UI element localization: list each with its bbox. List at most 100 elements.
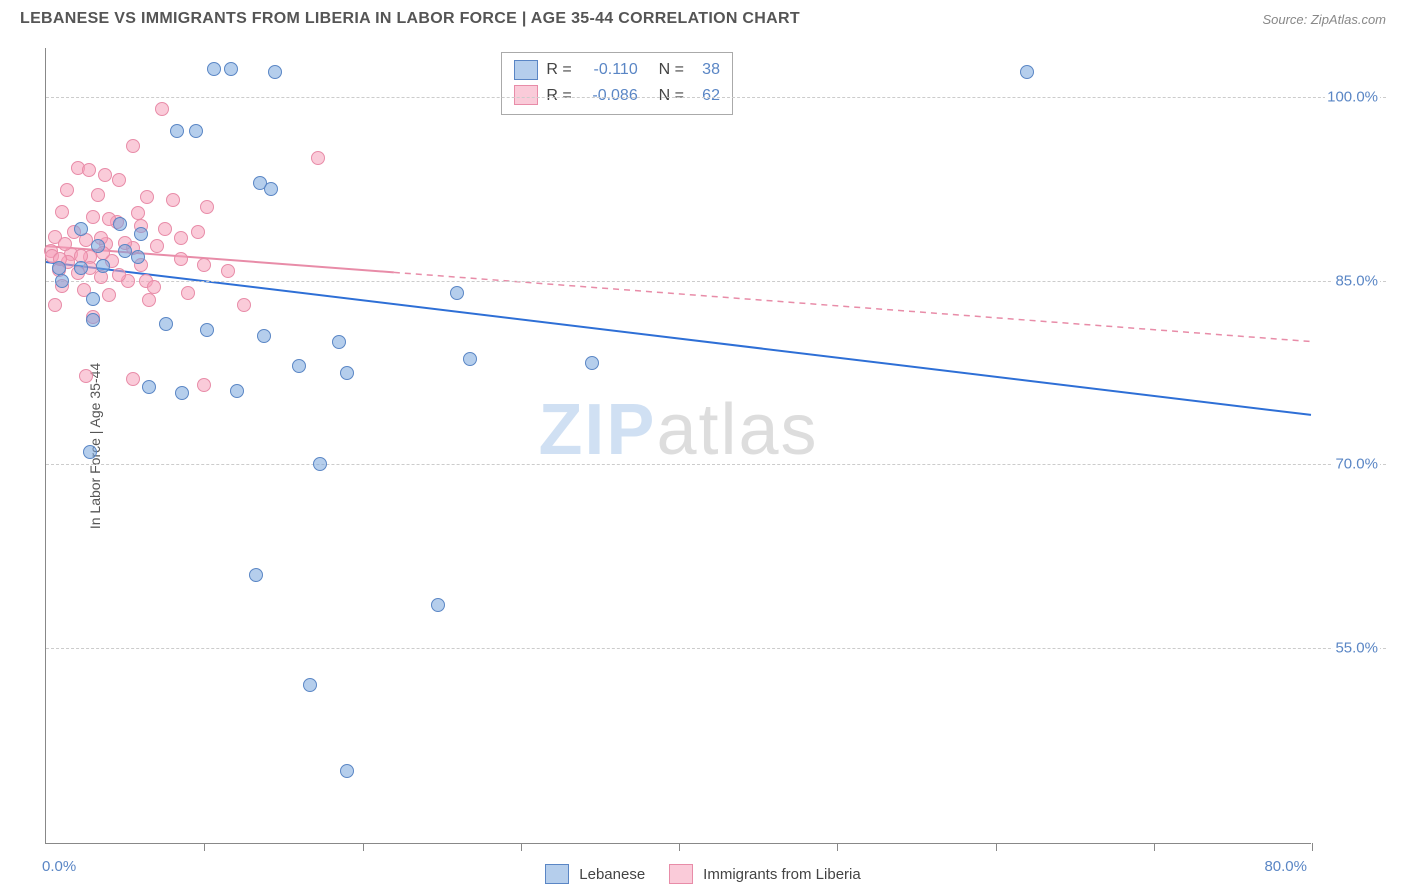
scatter-point [83, 445, 97, 459]
y-tick-label: 100.0% [1325, 88, 1380, 105]
legend-label-1: Lebanese [579, 866, 645, 883]
x-tick [679, 843, 680, 851]
scatter-point [257, 329, 271, 343]
x-tick [363, 843, 364, 851]
scatter-point [86, 313, 100, 327]
scatter-point [200, 323, 214, 337]
scatter-point [86, 210, 100, 224]
scatter-point [340, 764, 354, 778]
scatter-point [221, 264, 235, 278]
trendlines-svg [46, 48, 1311, 843]
legend: Lebanese Immigrants from Liberia [0, 864, 1406, 884]
scatter-point [55, 274, 69, 288]
legend-swatch-pink-icon [669, 864, 693, 884]
swatch-pink-icon [514, 85, 538, 105]
scatter-point [1020, 65, 1034, 79]
plot-area: In Labor Force | Age 35-44 ZIPatlas R = … [45, 48, 1311, 844]
scatter-point [48, 298, 62, 312]
watermark-zip: ZIP [538, 390, 656, 470]
scatter-point [224, 62, 238, 76]
x-tick [1312, 843, 1313, 851]
trendline-dashed [394, 272, 1311, 341]
scatter-point [140, 190, 154, 204]
y-tick-label: 85.0% [1333, 272, 1380, 289]
legend-item-2: Immigrants from Liberia [669, 864, 861, 884]
scatter-point [450, 286, 464, 300]
scatter-point [112, 173, 126, 187]
scatter-point [268, 65, 282, 79]
scatter-point [264, 182, 278, 196]
scatter-point [158, 222, 172, 236]
source-attribution: Source: ZipAtlas.com [1262, 12, 1386, 27]
scatter-point [147, 280, 161, 294]
y-tick-label: 70.0% [1333, 456, 1380, 473]
gridline [46, 281, 1386, 282]
scatter-point [98, 168, 112, 182]
scatter-point [292, 359, 306, 373]
scatter-point [170, 124, 184, 138]
scatter-point [159, 317, 173, 331]
scatter-point [142, 380, 156, 394]
chart-title: LEBANESE VS IMMIGRANTS FROM LIBERIA IN L… [20, 10, 800, 28]
scatter-point [82, 163, 96, 177]
legend-label-2: Immigrants from Liberia [703, 866, 861, 883]
scatter-point [142, 293, 156, 307]
scatter-point [175, 386, 189, 400]
scatter-point [207, 62, 221, 76]
scatter-point [134, 227, 148, 241]
legend-item-1: Lebanese [545, 864, 645, 884]
scatter-point [200, 200, 214, 214]
scatter-point [102, 288, 116, 302]
scatter-point [91, 239, 105, 253]
scatter-point [131, 206, 145, 220]
scatter-point [79, 369, 93, 383]
scatter-point [303, 678, 317, 692]
scatter-point [150, 239, 164, 253]
n-value-1: 38 [690, 57, 720, 83]
correlation-row-2: R = -0.086 N = 62 [514, 83, 720, 109]
scatter-point [60, 183, 74, 197]
scatter-point [174, 231, 188, 245]
r-label: R = [546, 57, 571, 83]
r-value-2: -0.086 [578, 83, 638, 109]
x-tick [837, 843, 838, 851]
title-bar: LEBANESE VS IMMIGRANTS FROM LIBERIA IN L… [0, 0, 1406, 36]
scatter-point [155, 102, 169, 116]
scatter-point [431, 598, 445, 612]
scatter-point [585, 356, 599, 370]
scatter-point [230, 384, 244, 398]
scatter-point [131, 250, 145, 264]
scatter-point [86, 292, 100, 306]
gridline [46, 97, 1386, 98]
x-tick [521, 843, 522, 851]
watermark: ZIPatlas [538, 389, 818, 471]
scatter-point [174, 252, 188, 266]
n-label-2: N = [659, 83, 684, 109]
scatter-point [58, 237, 72, 251]
watermark-atlas: atlas [656, 390, 818, 470]
n-value-2: 62 [690, 83, 720, 109]
scatter-point [96, 259, 110, 273]
scatter-point [191, 225, 205, 239]
n-label: N = [659, 57, 684, 83]
scatter-point [463, 352, 477, 366]
x-tick [996, 843, 997, 851]
plot-wrapper: In Labor Force | Age 35-44 ZIPatlas R = … [45, 48, 1386, 844]
x-tick [204, 843, 205, 851]
gridline [46, 464, 1386, 465]
scatter-point [166, 193, 180, 207]
gridline [46, 648, 1386, 649]
scatter-point [313, 457, 327, 471]
scatter-point [113, 217, 127, 231]
scatter-point [197, 258, 211, 272]
scatter-point [55, 205, 69, 219]
y-tick-label: 55.0% [1333, 640, 1380, 657]
correlation-box: R = -0.110 N = 38 R = -0.086 N = 62 [501, 52, 733, 115]
scatter-point [197, 378, 211, 392]
correlation-row-1: R = -0.110 N = 38 [514, 57, 720, 83]
scatter-point [91, 188, 105, 202]
scatter-point [181, 286, 195, 300]
x-tick [1154, 843, 1155, 851]
legend-swatch-blue-icon [545, 864, 569, 884]
scatter-point [112, 268, 126, 282]
